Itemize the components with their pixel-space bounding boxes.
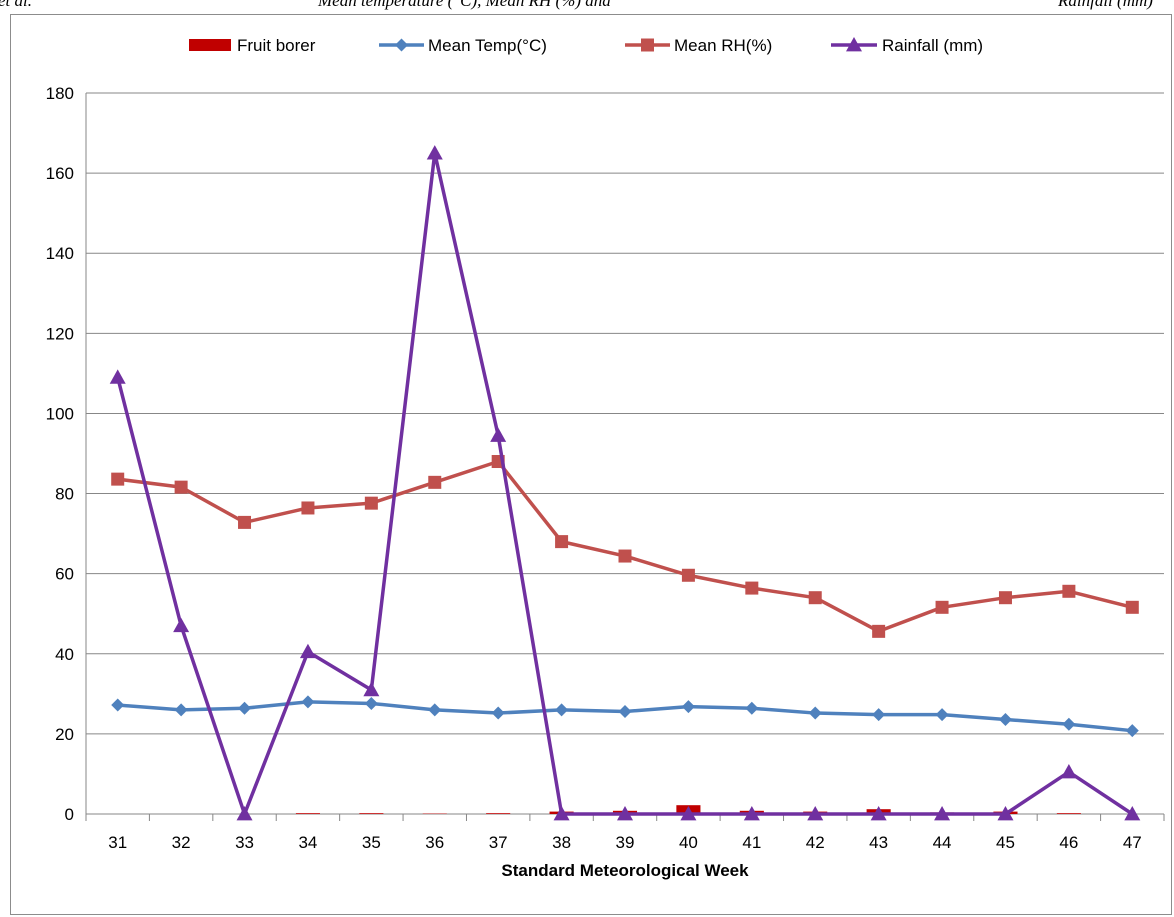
x-tick-label: 45 (996, 833, 1015, 852)
x-tick-label: 39 (616, 833, 635, 852)
legend-label: Mean RH(%) (674, 36, 772, 55)
point-mean-rh (872, 625, 885, 638)
point-mean-rh (936, 601, 949, 614)
point-rainfall-mm (300, 644, 316, 658)
legend-label: Rainfall (mm) (882, 36, 983, 55)
point-mean-rh (619, 550, 632, 563)
x-tick-label: 44 (933, 833, 952, 852)
point-rainfall-mm (237, 806, 253, 820)
point-mean-temp-c (1062, 718, 1075, 731)
point-rainfall-mm (363, 682, 379, 696)
point-mean-temp-c (301, 695, 314, 708)
y-tick-label: 140 (46, 244, 74, 263)
series-line-mean-rh (118, 462, 1133, 632)
point-mean-rh (238, 516, 251, 529)
point-mean-rh (175, 481, 188, 494)
line-chart: 0 20 40 60 80 100 120 140 160 180 31 32 33 34 35 36 37 38… (11, 15, 1171, 914)
point-rainfall-mm (1124, 806, 1140, 820)
x-tick-label: 43 (869, 833, 888, 852)
legend-marker (641, 39, 654, 52)
point-mean-rh (365, 497, 378, 510)
y-tick-label: 20 (55, 725, 74, 744)
point-rainfall-mm (490, 427, 506, 441)
x-tick-label: 31 (108, 833, 127, 852)
point-mean-temp-c (999, 713, 1012, 726)
legend-marker (395, 39, 408, 52)
point-rainfall-mm (173, 618, 189, 632)
y-tick-label: 120 (46, 324, 74, 343)
bar-fruit-borer (1057, 813, 1081, 814)
y-tick-label: 180 (46, 84, 74, 103)
y-tick-label: 80 (55, 485, 74, 504)
bar-fruit-borer (486, 813, 510, 814)
point-mean-rh (682, 569, 695, 582)
point-mean-rh (428, 476, 441, 489)
header-fragment-middle: Mean temperature (°C), Mean RH (%) and (318, 0, 611, 11)
page-header-strip: et al. Mean temperature (°C), Mean RH (%… (0, 0, 1174, 14)
point-mean-rh (999, 591, 1012, 604)
x-tick-label: 41 (742, 833, 761, 852)
x-tick-label: 42 (806, 833, 825, 852)
point-rainfall-mm (110, 369, 126, 383)
point-mean-rh (1126, 601, 1139, 614)
legend-label: Fruit borer (237, 36, 316, 55)
y-tick-label: 160 (46, 164, 74, 183)
point-mean-temp-c (238, 702, 251, 715)
point-mean-rh (111, 473, 124, 486)
chart-frame: 0 20 40 60 80 100 120 140 160 180 31 32 33 34 35 36 37 38… (10, 14, 1172, 915)
point-mean-temp-c (745, 702, 758, 715)
legend-swatch-bar (189, 39, 231, 51)
y-tick-label: 60 (55, 565, 74, 584)
x-tick-label: 35 (362, 833, 381, 852)
bar-fruit-borer (296, 813, 320, 814)
point-mean-temp-c (555, 703, 568, 716)
point-mean-temp-c (428, 703, 441, 716)
bar-fruit-borer (359, 813, 383, 814)
x-tick-label: 32 (172, 833, 191, 852)
point-mean-rh (745, 582, 758, 595)
x-tick-label: 33 (235, 833, 254, 852)
x-tick-label: 37 (489, 833, 508, 852)
point-mean-temp-c (365, 697, 378, 710)
point-mean-temp-c (936, 708, 949, 721)
point-mean-rh (555, 535, 568, 548)
x-tick-label: 36 (425, 833, 444, 852)
point-mean-temp-c (111, 699, 124, 712)
y-tick-label: 40 (55, 645, 74, 664)
header-fragment-left: et al. (0, 0, 32, 11)
point-mean-rh (301, 501, 314, 514)
y-tick-label: 100 (46, 404, 74, 423)
y-tick-label: 0 (65, 805, 74, 824)
x-tick-label: 34 (298, 833, 317, 852)
x-tick-label: 47 (1123, 833, 1142, 852)
point-rainfall-mm (427, 145, 443, 159)
x-tick-label: 38 (552, 833, 571, 852)
point-mean-temp-c (809, 707, 822, 720)
point-mean-temp-c (872, 708, 885, 721)
point-mean-temp-c (175, 703, 188, 716)
point-mean-temp-c (682, 700, 695, 713)
x-tick-label: 40 (679, 833, 698, 852)
x-axis-title: Standard Meteorological Week (501, 861, 749, 880)
point-mean-temp-c (492, 707, 505, 720)
point-mean-rh (1062, 585, 1075, 598)
point-mean-temp-c (1126, 724, 1139, 737)
x-tick-label: 46 (1059, 833, 1078, 852)
point-mean-rh (809, 591, 822, 604)
point-rainfall-mm (1061, 764, 1077, 778)
header-fragment-right: Rainfall (mm) (1058, 0, 1153, 11)
legend-label: Mean Temp(°C) (428, 36, 547, 55)
point-mean-temp-c (619, 705, 632, 718)
